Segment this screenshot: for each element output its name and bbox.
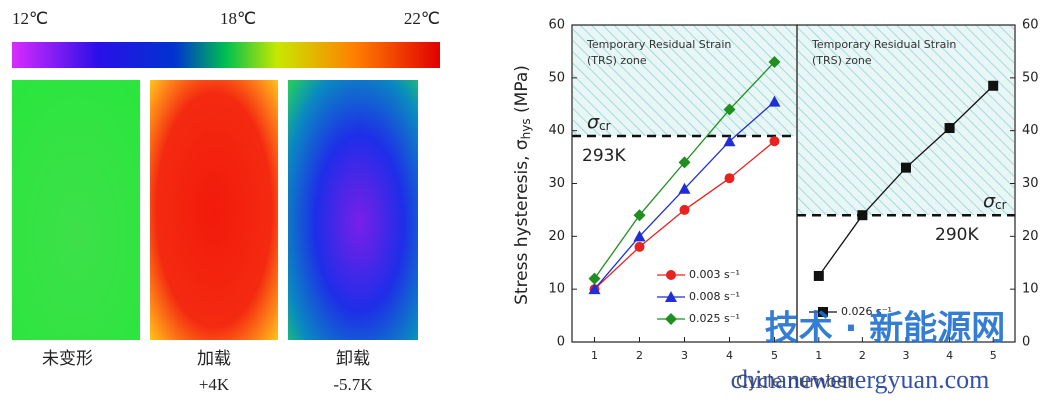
y-tick-label: 0 [557, 335, 565, 350]
y-tick-label: 0 [1022, 335, 1030, 350]
marker [635, 242, 645, 252]
y-tick-label: 60 [1022, 18, 1039, 33]
marker [770, 136, 780, 146]
legend-label: 0.003 s⁻¹ [689, 268, 740, 281]
panel-label: 未变形 [42, 349, 93, 368]
y-tick-label: 20 [548, 229, 565, 244]
legend-label: 0.025 s⁻¹ [689, 312, 740, 325]
marker [680, 205, 690, 215]
x-tick-label: 4 [726, 349, 733, 362]
legend-label: 0.008 s⁻¹ [689, 290, 740, 303]
panel-delta: -5.7K [333, 375, 373, 394]
x-tick-label: 5 [771, 349, 778, 362]
thermal-image [150, 80, 278, 340]
x-tick-label: 3 [681, 349, 688, 362]
zone-label: (TRS) zone [812, 54, 872, 67]
panel-delta: +4K [199, 375, 230, 394]
marker [725, 173, 735, 183]
y-tick-label: 30 [548, 176, 565, 191]
y-tick-label: 50 [548, 70, 565, 85]
marker [988, 81, 998, 91]
watermark: 技术 · 新能源网 [765, 309, 1006, 349]
y-tick-label: 10 [1022, 282, 1039, 297]
x-tick-label: 1 [815, 349, 822, 362]
marker [857, 210, 867, 220]
threshold-symbol: σ [587, 110, 600, 132]
x-tick-label: 5 [990, 349, 997, 362]
x-tick-label: 3 [903, 349, 910, 362]
panel-label: 卸载 [336, 349, 370, 368]
marker [814, 271, 824, 281]
legend-marker [665, 313, 677, 325]
y-tick-label: 40 [548, 123, 565, 138]
y-axis-label: Stress hysteresis, σhys (MPa) [512, 65, 533, 305]
marker [945, 123, 955, 133]
scale-label: 22℃ [404, 9, 440, 28]
zone-label: Temporary Residual Strain [811, 38, 956, 51]
watermark: chinanewenergyuan.com [731, 365, 990, 394]
x-tick-label: 2 [859, 349, 866, 362]
legend-marker [666, 270, 676, 280]
color-bar [12, 42, 440, 68]
threshold-subscript: cr [599, 118, 611, 132]
y-tick-label: 50 [1022, 70, 1039, 85]
thermal-image [12, 80, 140, 340]
zone-label: (TRS) zone [587, 54, 647, 67]
y-tick-label: 20 [1022, 229, 1039, 244]
figure: 12℃ 18℃ 22℃ 未变形 加载 +4K 卸载 -5.7K Stress h… [0, 0, 1045, 400]
thermal-image [288, 80, 418, 340]
threshold-temperature: 290K [935, 225, 979, 245]
x-tick-label: 2 [636, 349, 643, 362]
panel-label: 加载 [197, 349, 231, 368]
y-tick-label: 60 [548, 18, 565, 33]
y-tick-label: 10 [548, 282, 565, 297]
threshold-temperature: 293K [582, 146, 626, 166]
marker [589, 273, 601, 285]
x-tick-label: 1 [591, 349, 598, 362]
zone-label: Temporary Residual Strain [586, 38, 731, 51]
y-tick-label: 40 [1022, 123, 1039, 138]
y-tick-label: 30 [1022, 176, 1039, 191]
scale-label: 18℃ [220, 9, 256, 28]
threshold-symbol: σ [983, 190, 996, 212]
marker [901, 163, 911, 173]
x-tick-label: 4 [946, 349, 953, 362]
threshold-subscript: cr [995, 198, 1007, 212]
scale-label: 12℃ [12, 9, 48, 28]
